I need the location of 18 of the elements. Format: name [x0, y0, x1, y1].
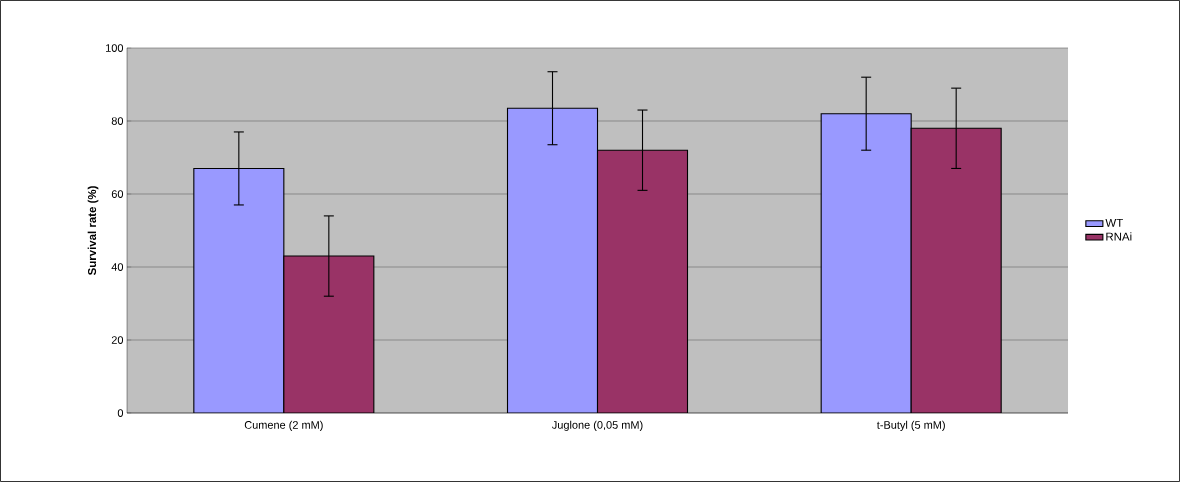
bar — [283, 255, 375, 413]
bar — [910, 127, 1002, 413]
x-tick-label: t-Butyl (5 mM) — [876, 420, 945, 431]
legend-label: WT — [1105, 218, 1123, 227]
bar — [820, 113, 912, 413]
legend-label: RNAi — [1106, 232, 1132, 241]
bar — [506, 107, 599, 413]
x-tick-label: Juglone (0,05 mM) — [552, 420, 643, 431]
x-tick-label: Cumene (2 mM) — [244, 420, 323, 431]
y-tick-label: 60 — [111, 190, 124, 198]
y-tick-label: 80 — [111, 117, 124, 125]
y-tick-label: 40 — [111, 263, 124, 271]
y-tick-label: 0 — [117, 409, 124, 417]
y-tick-label: 100 — [106, 44, 124, 52]
y-tick-label: 20 — [111, 336, 124, 344]
bar — [193, 167, 285, 413]
y-axis-title: Survival rate (%) — [87, 186, 99, 276]
bar — [596, 149, 689, 413]
